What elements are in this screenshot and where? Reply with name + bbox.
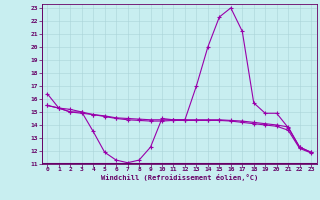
X-axis label: Windchill (Refroidissement éolien,°C): Windchill (Refroidissement éolien,°C) <box>100 174 258 181</box>
